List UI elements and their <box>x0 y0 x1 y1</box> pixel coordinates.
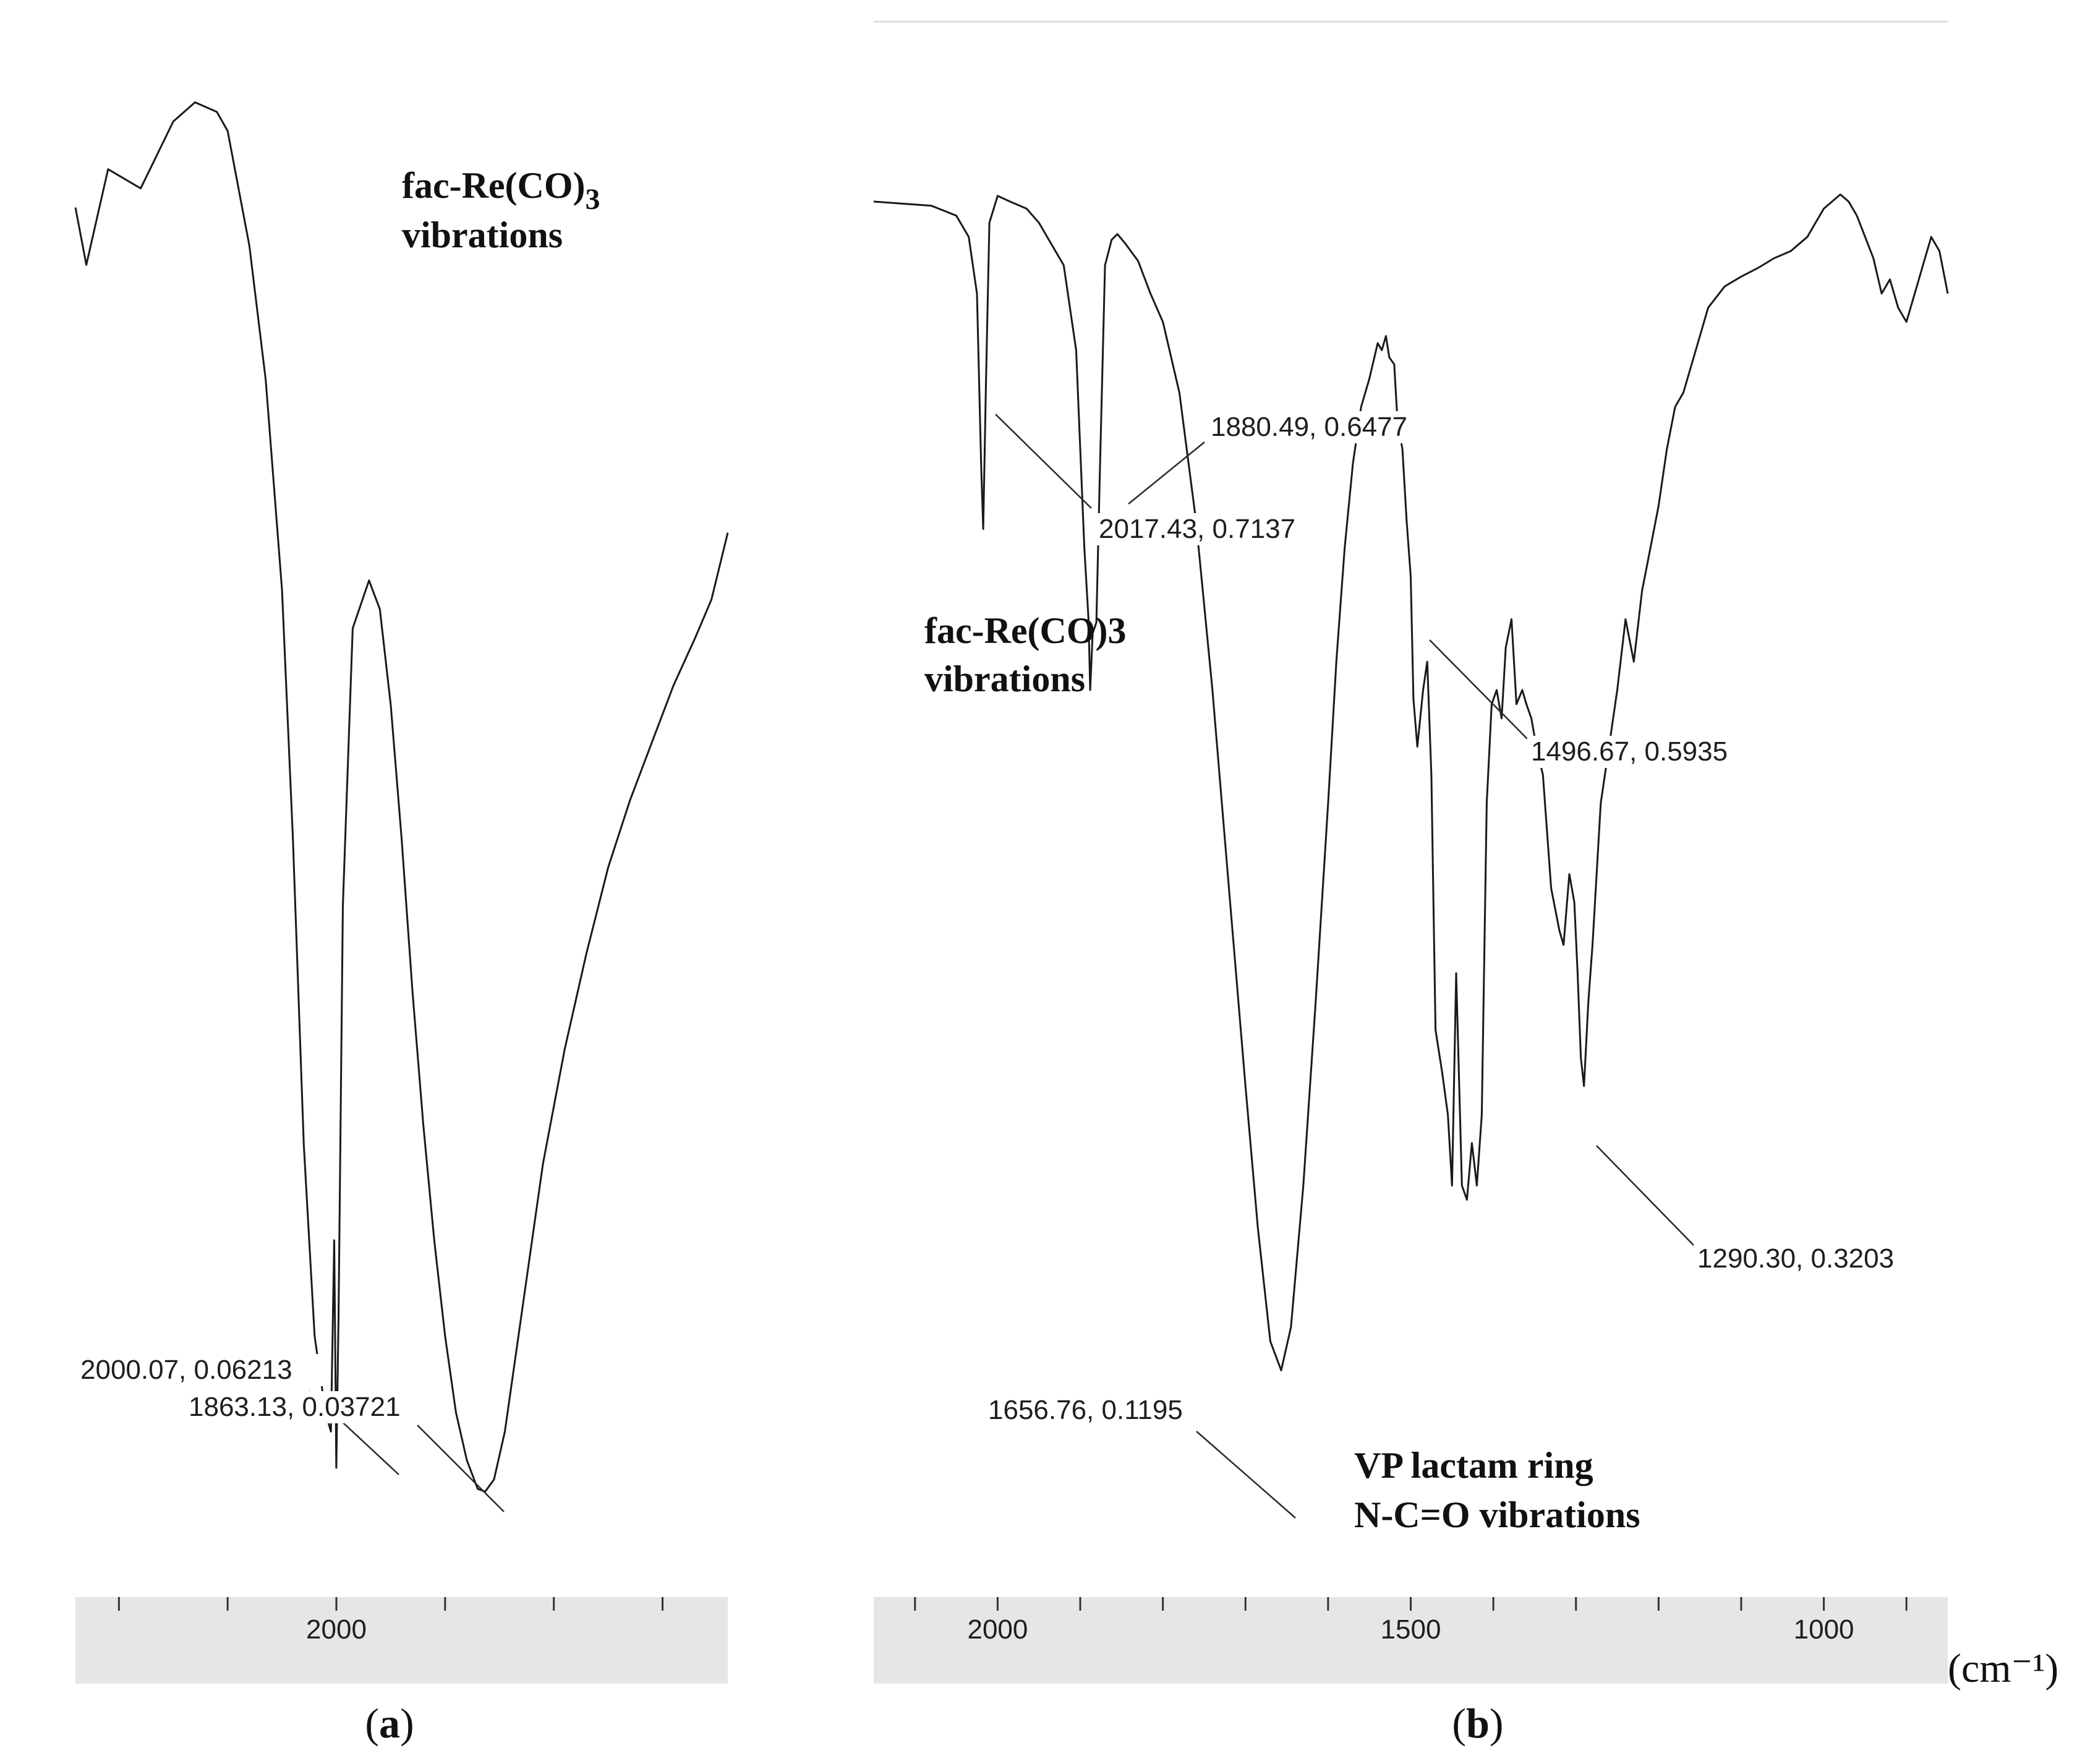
panel-a-spectrum-line <box>74 101 729 1493</box>
panel-b-spectrum-line <box>873 194 1949 1371</box>
panel-a-x-axis-band <box>75 1597 728 1684</box>
peak-label-background <box>1207 411 1442 443</box>
panel-b-x-tick-labels: 2000 1500 1000 <box>967 1614 1854 1645</box>
panel-a-x-tick-labels: 2000 <box>306 1614 367 1645</box>
panel-b-peak-labels: 2017.43, 0.7137 1880.49, 0.6477 1656.76, 0… <box>984 411 1929 1519</box>
panel-b-annotation-1-line1: fac-Re(CO)3 <box>924 610 1127 651</box>
peak-leader-line <box>1128 441 1205 505</box>
panel-a-annotation-line1: fac-Re(CO)3 <box>402 165 600 216</box>
peak-leader-line <box>1429 639 1528 739</box>
peak-label: 2000.07, 0.06213 <box>80 1355 292 1385</box>
panel-a-label: (a) <box>365 1700 414 1747</box>
panel-b-annotation-2-line2: N-C=O vibrations <box>1354 1494 1640 1535</box>
peak-leader-line <box>1596 1145 1695 1246</box>
x-tick-label-2000: 2000 <box>967 1614 1028 1645</box>
x-tick-label-1000: 1000 <box>1794 1614 1854 1645</box>
panel-a-spectrum: 2000 2000.07, 0.06213 1863.13, 0.03721 fa… <box>74 101 729 1747</box>
peak-label: 1863.13, 0.03721 <box>189 1392 401 1422</box>
peak-label-background <box>1095 513 1330 545</box>
panel-b-label: (b) <box>1452 1700 1503 1747</box>
panel-b-annotation-1-line2: vibrations <box>924 658 1085 699</box>
peak-label: 1496.67, 0.5935 <box>1531 736 1728 767</box>
panel-b-annotation-2-line1: VP lactam ring <box>1354 1445 1593 1486</box>
x-tick-label-2000: 2000 <box>306 1614 367 1645</box>
x-tick-label-1500: 1500 <box>1381 1614 1441 1645</box>
peak-label-background <box>1694 1243 1929 1275</box>
peak-leader-line <box>417 1425 505 1512</box>
peak-label-background <box>984 1394 1219 1426</box>
peak-leader-line <box>1196 1431 1296 1519</box>
peak-leader-line <box>995 414 1092 509</box>
panel-a-peak-labels: 2000.07, 0.06213 1863.13, 0.03721 <box>77 1354 505 1512</box>
x-unit-label: (cm⁻¹) <box>1948 1646 2058 1691</box>
peak-label: 2017.43, 0.7137 <box>1099 514 1295 544</box>
peak-label: 1656.76, 0.1195 <box>988 1395 1183 1425</box>
peak-label: 1290.30, 0.3203 <box>1697 1243 1894 1274</box>
panel-b-x-axis-band <box>874 1597 1948 1684</box>
peak-label-background <box>1527 736 1762 768</box>
peak-label-background <box>185 1391 435 1423</box>
panel-b-spectrum: 2000 1500 1000 2017.43, 0.7137 1880.49, 0.6… <box>873 20 1949 1747</box>
panel-b-x-ticks <box>914 1597 1908 1611</box>
panel-a-x-ticks <box>117 1597 663 1611</box>
peak-label: 1880.49, 0.6477 <box>1211 412 1407 442</box>
peak-label-background <box>77 1354 326 1386</box>
panel-a-annotation-line2: vibrations <box>402 215 563 255</box>
